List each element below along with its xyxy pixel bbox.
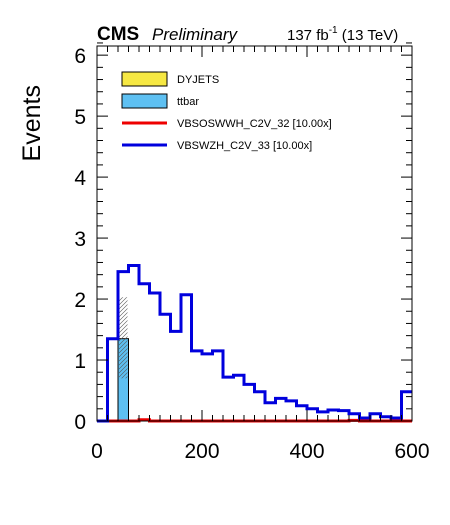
legend-label-2: VBSOSWWH_C2V_32 [10.00x] [177,118,332,130]
legend-label-0: DYJETS [177,74,219,86]
legend-label-1: ttbar [177,96,199,108]
y-tick-label: 3 [74,228,86,251]
y-tick-label: 6 [74,45,86,68]
luminosity-label: 137 fb-1 (13 TeV) [287,25,398,44]
luminosity-energy: (13 TeV) [338,27,399,44]
series-line-1 [97,264,412,423]
uncertainty-band [119,297,128,379]
y-tick-label: 2 [74,289,86,312]
luminosity-exponent: -1 [329,25,338,36]
luminosity-value: 137 fb [287,27,329,44]
y-tick-label: 1 [74,350,86,373]
legend-label-3: VBSWZH_C2V_33 [10.00x] [177,140,312,152]
x-tick-label: 200 [184,440,219,463]
legend: DYJETS ttbar VBSOSWWH_C2V_32 [10.00x] VBSWZ… [121,71,332,152]
experiment-label: CMS [97,24,139,45]
status-label: Preliminary [152,25,239,44]
axis-ticks: 0 200 400 600 0 1 2 3 4 5 6 [74,42,430,463]
legend-swatch-0 [121,71,168,87]
signal-histograms [97,264,412,423]
x-tick-label: 600 [394,440,429,463]
x-tick-label: 0 [91,440,103,463]
y-tick-label: 0 [74,411,86,434]
y-tick-label: 4 [74,167,86,190]
y-tick-label: 5 [74,106,86,129]
x-tick-label: 400 [289,440,324,463]
legend-swatch-1 [121,93,168,109]
y-axis-label: Events [18,85,46,161]
uncertainty-band-0 [119,297,128,379]
